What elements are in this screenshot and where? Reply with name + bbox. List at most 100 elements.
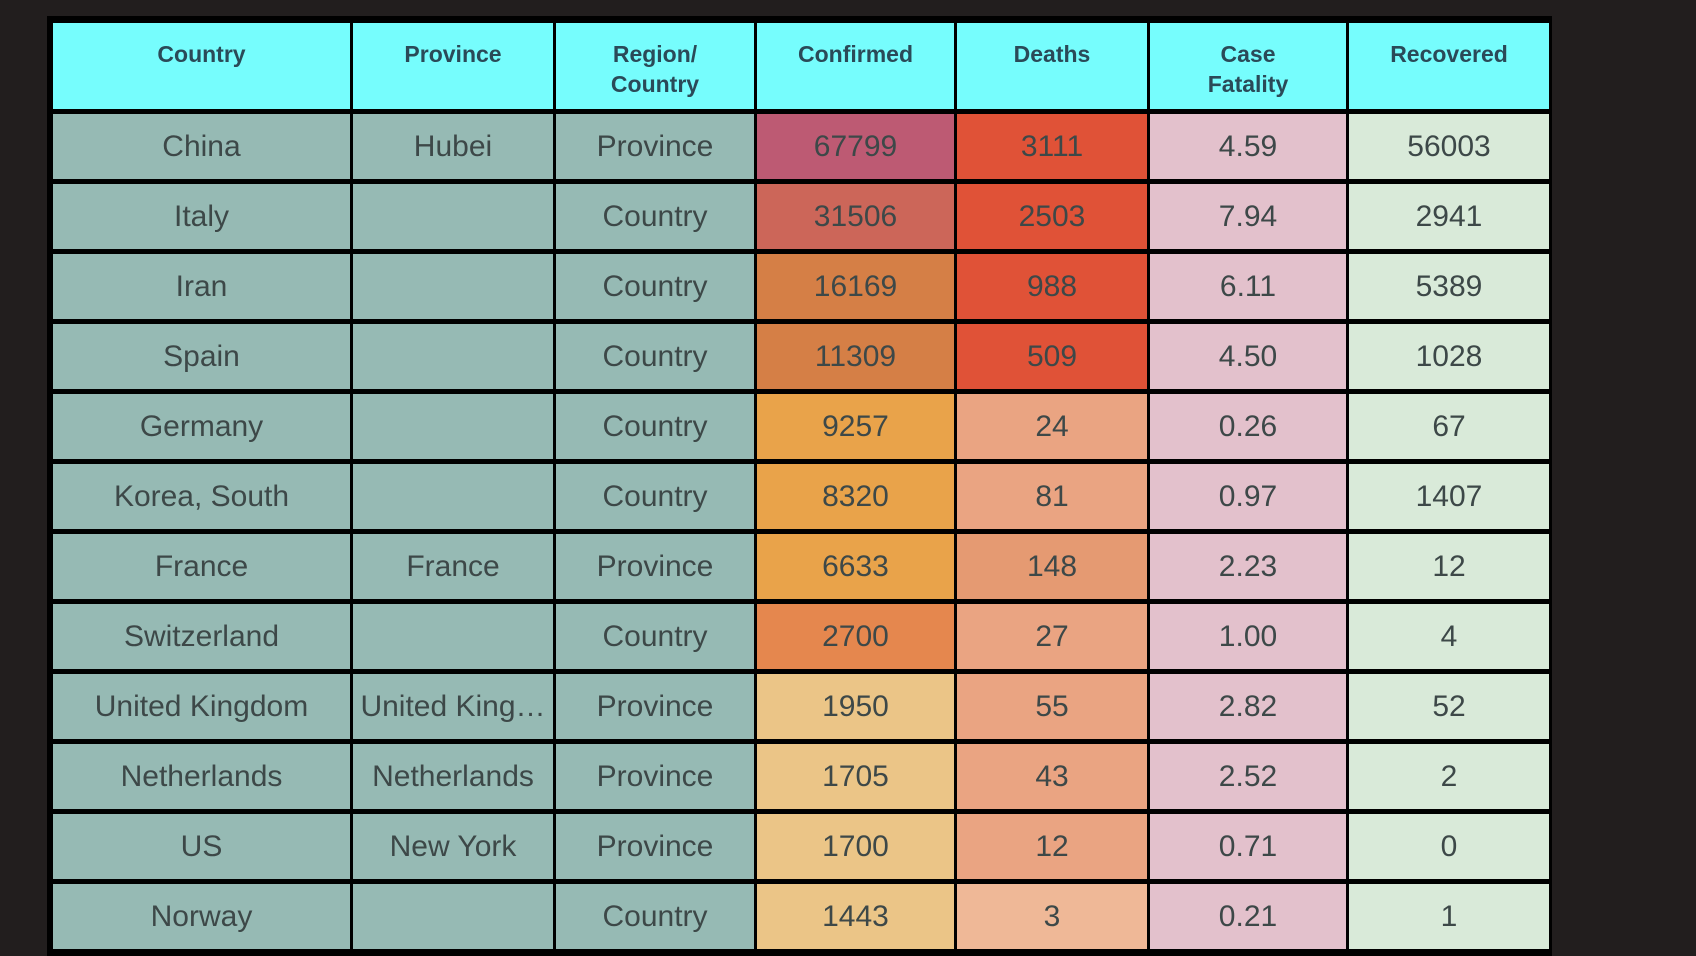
column-header-confirmed[interactable]: Confirmed (757, 23, 954, 109)
table-row[interactable]: Iran Country 16169 988 6.11 5389 (53, 254, 1549, 319)
cell-confirmed: 1705 (757, 744, 954, 809)
cell-region: Country (556, 464, 754, 529)
column-header-country[interactable]: Country (53, 23, 350, 109)
cell-recovered: 1407 (1349, 464, 1549, 529)
cell-country: China (53, 114, 350, 179)
cell-region: Country (556, 884, 754, 949)
table-row[interactable]: China Hubei Province 67799 3111 4.59 56003 (53, 114, 1549, 179)
column-header-deaths[interactable]: Deaths (957, 23, 1147, 109)
cell-country: Switzerland (53, 604, 350, 669)
cell-confirmed: 1700 (757, 814, 954, 879)
cell-country: Germany (53, 394, 350, 459)
cell-province (353, 254, 553, 319)
cell-province: Hubei (353, 114, 553, 179)
cell-cf: 1.00 (1150, 604, 1346, 669)
cell-province (353, 464, 553, 529)
cell-cf: 2.82 (1150, 674, 1346, 739)
table-row[interactable]: Italy Country 31506 2503 7.94 2941 (53, 184, 1549, 249)
table-row[interactable]: Korea, South Country 8320 81 0.97 1407 (53, 464, 1549, 529)
cell-province (353, 184, 553, 249)
cell-deaths: 55 (957, 674, 1147, 739)
cell-country: France (53, 534, 350, 599)
cell-cf: 0.71 (1150, 814, 1346, 879)
cell-province (353, 394, 553, 459)
header-row: Country Province Region/ Country Confirm… (53, 23, 1549, 109)
cell-deaths: 3111 (957, 114, 1147, 179)
cell-deaths: 27 (957, 604, 1147, 669)
cell-deaths: 3 (957, 884, 1147, 949)
table-row[interactable]: Norway Country 1443 3 0.21 1 (53, 884, 1549, 949)
cell-deaths: 148 (957, 534, 1147, 599)
cell-recovered: 12 (1349, 534, 1549, 599)
cell-cf: 6.11 (1150, 254, 1346, 319)
cell-deaths: 2503 (957, 184, 1147, 249)
table-row[interactable]: France France Province 6633 148 2.23 12 (53, 534, 1549, 599)
cell-recovered: 2941 (1349, 184, 1549, 249)
cell-confirmed: 6633 (757, 534, 954, 599)
cell-province: France (353, 534, 553, 599)
cell-country: US (53, 814, 350, 879)
cell-recovered: 67 (1349, 394, 1549, 459)
table-body: China Hubei Province 67799 3111 4.59 56003 Ital… (53, 114, 1549, 949)
cell-confirmed: 9257 (757, 394, 954, 459)
cell-recovered: 0 (1349, 814, 1549, 879)
column-header-region[interactable]: Region/ Country (556, 23, 754, 109)
table-row[interactable]: Switzerland Country 2700 27 1.00 4 (53, 604, 1549, 669)
table-row[interactable]: Germany Country 9257 24 0.26 67 (53, 394, 1549, 459)
cell-confirmed: 1950 (757, 674, 954, 739)
cell-deaths: 24 (957, 394, 1147, 459)
column-header-recovered[interactable]: Recovered (1349, 23, 1549, 109)
cell-country: Norway (53, 884, 350, 949)
cell-country: United Kingdom (53, 674, 350, 739)
cell-region: Country (556, 254, 754, 319)
cell-cf: 0.97 (1150, 464, 1346, 529)
cell-province (353, 324, 553, 389)
column-header-province[interactable]: Province (353, 23, 553, 109)
cell-cf: 2.23 (1150, 534, 1346, 599)
data-table-frame: Country Province Region/ Country Confirm… (47, 16, 1552, 956)
cell-confirmed: 67799 (757, 114, 954, 179)
cell-region: Province (556, 674, 754, 739)
cell-recovered: 1 (1349, 884, 1549, 949)
cell-recovered: 2 (1349, 744, 1549, 809)
cell-confirmed: 8320 (757, 464, 954, 529)
cell-recovered: 5389 (1349, 254, 1549, 319)
cell-recovered: 56003 (1349, 114, 1549, 179)
cell-country: Netherlands (53, 744, 350, 809)
cell-cf: 0.26 (1150, 394, 1346, 459)
covid-data-table: Country Province Region/ Country Confirm… (50, 18, 1552, 954)
cell-region: Country (556, 184, 754, 249)
cell-confirmed: 11309 (757, 324, 954, 389)
table-row[interactable]: United Kingdom United King… Province 1950 55… (53, 674, 1549, 739)
cell-region: Province (556, 814, 754, 879)
cell-cf: 4.59 (1150, 114, 1346, 179)
cell-confirmed: 16169 (757, 254, 954, 319)
table-row[interactable]: Netherlands Netherlands Province 1705 43 2.52… (53, 744, 1549, 809)
cell-deaths: 43 (957, 744, 1147, 809)
cell-region: Province (556, 744, 754, 809)
cell-cf: 2.52 (1150, 744, 1346, 809)
column-header-case-fatality[interactable]: Case Fatality (1150, 23, 1346, 109)
cell-cf: 7.94 (1150, 184, 1346, 249)
cell-recovered: 4 (1349, 604, 1549, 669)
cell-province: New York (353, 814, 553, 879)
cell-recovered: 52 (1349, 674, 1549, 739)
cell-confirmed: 31506 (757, 184, 954, 249)
cell-recovered: 1028 (1349, 324, 1549, 389)
cell-country: Spain (53, 324, 350, 389)
cell-confirmed: 1443 (757, 884, 954, 949)
cell-region: Province (556, 534, 754, 599)
cell-region: Country (556, 604, 754, 669)
cell-region: Country (556, 394, 754, 459)
cell-deaths: 12 (957, 814, 1147, 879)
table-row[interactable]: Spain Country 11309 509 4.50 1028 (53, 324, 1549, 389)
table-row[interactable]: US New York Province 1700 12 0.71 0 (53, 814, 1549, 879)
cell-cf: 0.21 (1150, 884, 1346, 949)
cell-province (353, 884, 553, 949)
cell-country: Iran (53, 254, 350, 319)
cell-region: Province (556, 114, 754, 179)
cell-country: Italy (53, 184, 350, 249)
cell-region: Country (556, 324, 754, 389)
cell-country: Korea, South (53, 464, 350, 529)
cell-province (353, 604, 553, 669)
